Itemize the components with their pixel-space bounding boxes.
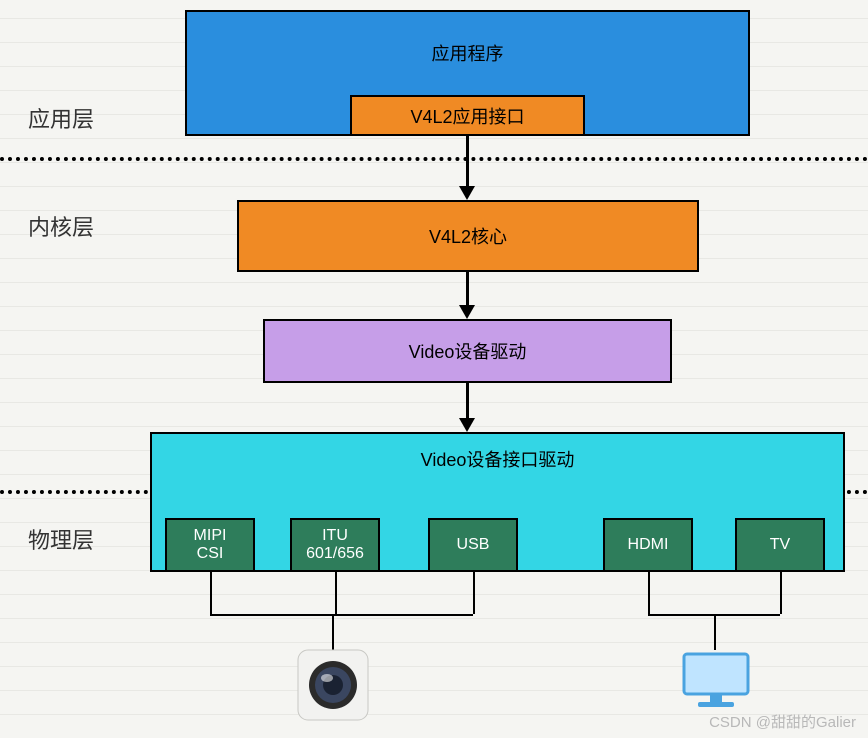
layer-label-phys: 物理层: [28, 523, 94, 555]
block-if-usb: USB: [428, 518, 518, 572]
layer-label-app: 应用层: [28, 102, 94, 134]
block-if-mipi-csi: MIPICSI: [165, 518, 255, 572]
if-itu-label1: ITU: [322, 527, 348, 544]
if-mipi-label1: MIPI: [194, 527, 227, 544]
block-if-tv: TV: [735, 518, 825, 572]
layer-label-kernel: 内核层: [28, 210, 94, 242]
block-v4l2-api-label: V4L2应用接口: [410, 103, 524, 129]
block-if-itu: ITU601/656: [290, 518, 380, 572]
block-v4l2-core: V4L2核心: [237, 200, 699, 272]
block-v4l2-api: V4L2应用接口: [350, 95, 585, 136]
camera-icon: [296, 648, 370, 727]
monitor-icon: [680, 650, 752, 715]
block-video-interface-driver-label: Video设备接口驱动: [421, 434, 575, 472]
block-video-driver: Video设备驱动: [263, 319, 672, 383]
block-app-program-label: 应用程序: [432, 40, 504, 66]
if-usb-label1: USB: [457, 536, 490, 553]
block-if-hdmi: HDMI: [603, 518, 693, 572]
block-v4l2-core-label: V4L2核心: [429, 223, 507, 249]
block-video-driver-label: Video设备驱动: [409, 338, 527, 364]
if-hdmi-label1: HDMI: [628, 536, 669, 553]
if-mipi-label2: CSI: [197, 545, 224, 562]
if-itu-label2: 601/656: [306, 545, 364, 562]
watermark-text: CSDN @甜甜的Galier: [709, 711, 856, 732]
if-tv-label1: TV: [770, 536, 790, 553]
separator-app-kernel: [0, 157, 868, 161]
